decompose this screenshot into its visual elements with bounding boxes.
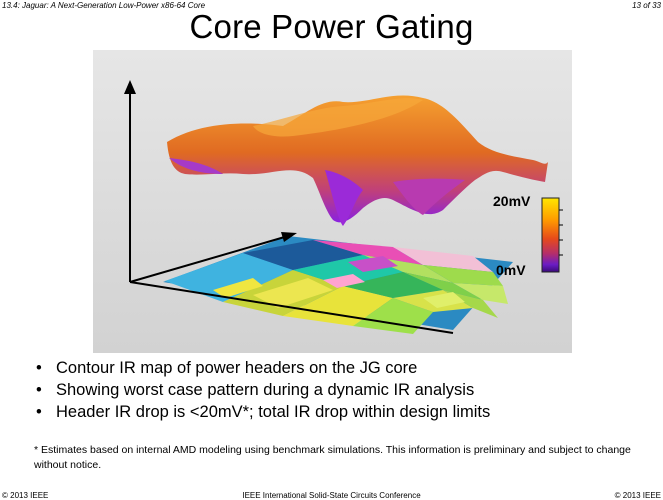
bullet-marker: • — [36, 403, 42, 421]
scale-max-label: 20mV — [493, 193, 531, 209]
bullet-text: Header IR drop is <20mV*; total IR drop … — [56, 403, 491, 421]
header-presentation-title: 13.4: Jaguar: A Next-Generation Low-Powe… — [2, 1, 206, 10]
plot-axes — [124, 80, 454, 334]
floorplan-map — [163, 236, 513, 334]
color-scale: 20mV 0mV — [493, 193, 563, 278]
scale-min-label: 0mV — [496, 262, 526, 278]
bullet-marker: • — [36, 359, 42, 377]
bullet-item: • Showing worst case pattern during a dyn… — [34, 379, 490, 401]
ir-surface — [167, 95, 548, 226]
bullet-list: • Contour IR map of power headers on the … — [34, 357, 490, 423]
bullet-text: Contour IR map of power headers on the J… — [56, 359, 418, 377]
footer-copyright-left: © 2013 IEEE — [2, 491, 49, 500]
footer-copyright-right: © 2013 IEEE — [614, 491, 661, 500]
bullet-text: Showing worst case pattern during a dyna… — [56, 381, 475, 399]
color-scale-bar — [541, 197, 560, 273]
footer-conference: IEEE International Solid-State Circuits … — [242, 491, 421, 500]
header-page-number: 13 of 33 — [632, 1, 661, 10]
bullet-item: • Header IR drop is <20mV*; total IR drop… — [34, 401, 490, 423]
ir-surface-plot: 20mV 0mV — [93, 50, 572, 353]
ir-map-figure: 20mV 0mV — [93, 50, 572, 353]
slide-title: Core Power Gating — [189, 8, 474, 45]
bullet-marker: • — [36, 381, 42, 399]
bullet-item: • Contour IR map of power headers on the … — [34, 357, 490, 379]
footnote: * Estimates based on internal AMD modeli… — [34, 444, 631, 471]
